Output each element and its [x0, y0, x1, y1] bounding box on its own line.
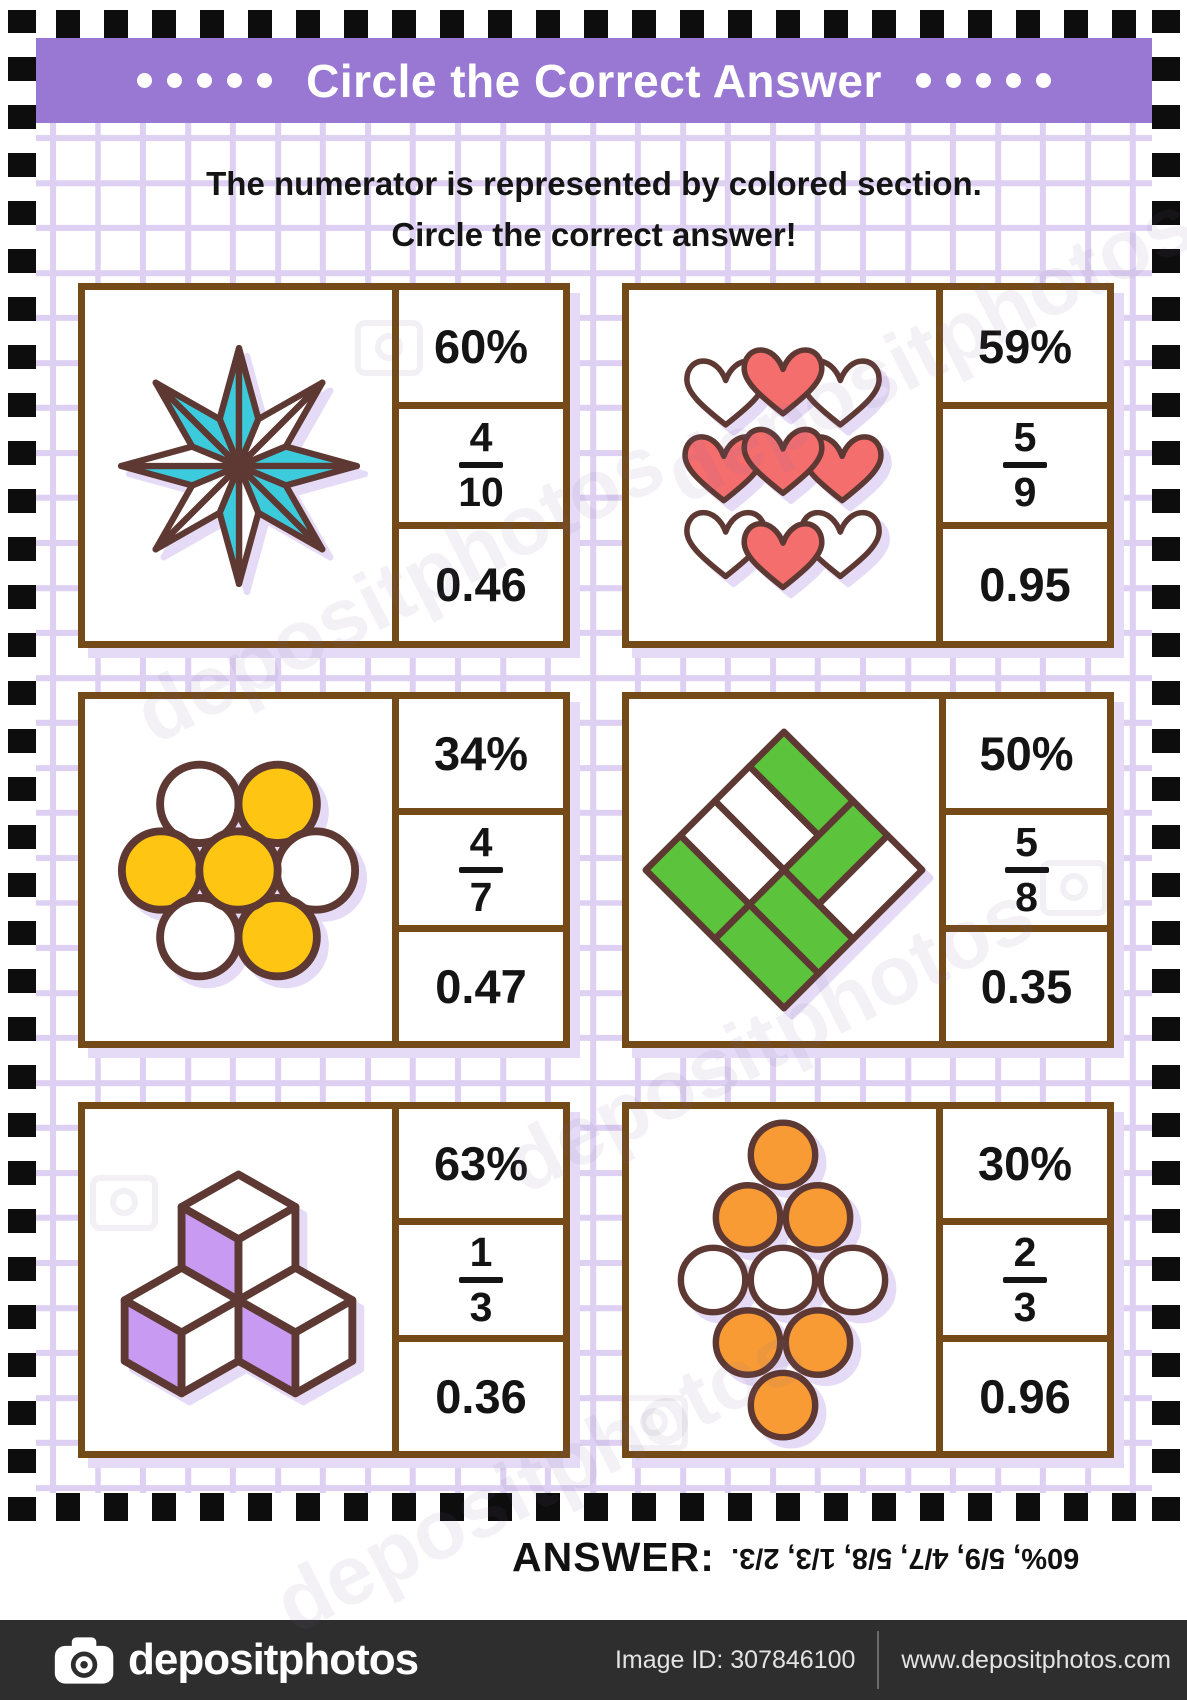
checkered-border-top	[8, 10, 1180, 38]
fraction-card-circles-flower: 34% 4 7 0.47	[78, 692, 570, 1048]
star-shape-icon	[85, 290, 392, 641]
option-percent[interactable]: 34%	[399, 699, 563, 809]
stock-footer-bar: depositphotos Image ID: 307846100 www.de…	[0, 1620, 1187, 1700]
circles-flower-shape-icon	[85, 699, 392, 1041]
fraction-bar	[1004, 866, 1049, 873]
fraction-bar	[459, 1276, 503, 1283]
option-percent[interactable]: 50%	[946, 699, 1107, 809]
fraction-numerator: 4	[469, 414, 493, 461]
fraction-denominator: 10	[458, 469, 504, 516]
title-banner: Circle the Correct Answer	[36, 38, 1152, 123]
image-id: Image ID: 307846100	[614, 1645, 856, 1674]
fraction-card-star: 60% 4 10 0.46	[78, 283, 570, 648]
checkered-border-right	[1152, 10, 1180, 1521]
page-title: Circle the Correct Answer	[306, 54, 882, 107]
circles-diamond-shape-icon	[629, 1109, 936, 1451]
option-fraction[interactable]: 5 8	[946, 808, 1107, 925]
camera-icon	[54, 1637, 114, 1684]
option-decimal[interactable]: 0.47	[399, 924, 563, 1041]
options-column: 60% 4 10 0.46	[392, 290, 563, 641]
banner-dots-left	[137, 73, 273, 88]
fraction-numerator: 5	[1015, 818, 1038, 865]
fraction-card-diamond: 50% 5 8 0.35	[622, 692, 1114, 1048]
footer-url: www.depositphotos.com	[901, 1645, 1171, 1674]
fraction-denominator: 3	[469, 1283, 493, 1330]
fraction-bar	[1003, 1276, 1047, 1283]
fraction-card-circles-diamond: 30% 2 3 0.96	[622, 1102, 1114, 1458]
brand-logo: depositphotos	[52, 1633, 419, 1687]
fraction-card-cubes: 63% 1 3 0.36	[78, 1102, 570, 1458]
option-fraction[interactable]: 4 10	[399, 402, 563, 522]
options-column: 50% 5 8 0.35	[939, 699, 1107, 1041]
options-column: 59% 5 9 0.95	[936, 290, 1107, 641]
option-decimal[interactable]: 0.95	[943, 521, 1107, 641]
option-percent[interactable]: 30%	[943, 1109, 1107, 1219]
option-fraction[interactable]: 5 9	[943, 402, 1107, 522]
fraction-numerator: 4	[469, 818, 493, 865]
answer-label: ANSWER:	[512, 1534, 715, 1580]
cubes-shape-icon	[85, 1109, 392, 1451]
footer-divider	[877, 1631, 880, 1689]
option-percent[interactable]: 60%	[399, 290, 563, 403]
checkered-border-bottom	[8, 1493, 1180, 1521]
fraction-card-hearts: 59% 5 9 0.95	[622, 283, 1114, 648]
footer-meta: Image ID: 307846100 www.depositphotos.co…	[615, 1631, 1171, 1689]
diamond-bricks-shape-icon	[629, 699, 939, 1041]
option-fraction[interactable]: 1 3	[399, 1218, 563, 1335]
hearts-shape-icon	[629, 290, 936, 641]
fraction-denominator: 3	[1013, 1283, 1037, 1330]
option-decimal[interactable]: 0.46	[399, 521, 563, 641]
fraction-denominator: 8	[1015, 873, 1038, 920]
options-column: 34% 4 7 0.47	[392, 699, 563, 1041]
option-fraction[interactable]: 2 3	[943, 1218, 1107, 1335]
option-decimal[interactable]: 0.96	[943, 1334, 1107, 1451]
options-column: 30% 2 3 0.96	[936, 1109, 1107, 1451]
brand-name: depositphotos	[128, 1635, 419, 1684]
fraction-bar	[1003, 462, 1047, 469]
fraction-numerator: 5	[1013, 414, 1037, 461]
checkered-border-left	[8, 10, 36, 1521]
option-percent[interactable]: 63%	[399, 1109, 563, 1219]
fraction-bar	[458, 462, 503, 469]
fraction-numerator: 2	[1013, 1228, 1037, 1275]
fraction-bar	[459, 866, 503, 873]
banner-dots-right	[915, 73, 1051, 88]
instruction-line-2: Circle the correct answer!	[391, 216, 797, 253]
answer-key-line: ANSWER: 60%, 5/9, 4/7, 5/8, 1/3, 2/3.	[512, 1534, 1079, 1581]
fraction-denominator: 9	[1013, 469, 1037, 516]
option-decimal[interactable]: 0.35	[946, 924, 1107, 1041]
instruction-line-1: The numerator is represented by colored …	[206, 165, 982, 202]
answer-text-upside-down: 60%, 5/9, 4/7, 5/8, 1/3, 2/3.	[730, 1542, 1080, 1574]
instructions: The numerator is represented by colored …	[36, 158, 1152, 260]
fraction-numerator: 1	[469, 1228, 493, 1275]
fraction-denominator: 7	[469, 873, 493, 920]
option-fraction[interactable]: 4 7	[399, 808, 563, 925]
options-column: 63% 1 3 0.36	[392, 1109, 563, 1451]
option-decimal[interactable]: 0.36	[399, 1334, 563, 1451]
option-percent[interactable]: 59%	[943, 290, 1107, 403]
